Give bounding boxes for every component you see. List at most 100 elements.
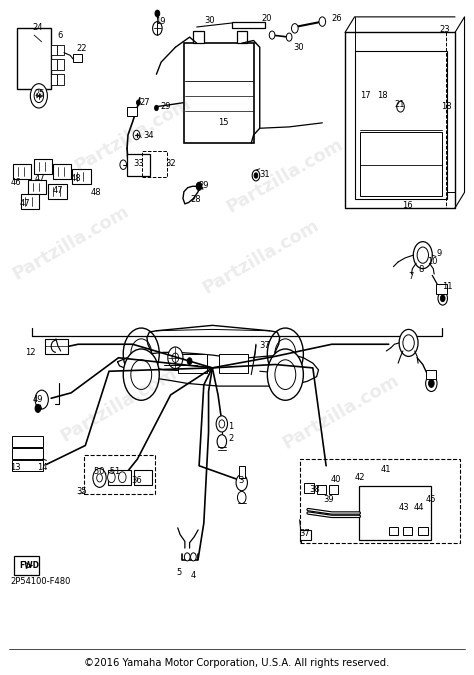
Circle shape	[275, 360, 296, 389]
Text: Partzilla.com: Partzilla.com	[199, 216, 322, 297]
Text: FWD: FWD	[19, 561, 39, 570]
Bar	[360, 132, 442, 196]
Circle shape	[413, 242, 432, 269]
Text: 22: 22	[77, 44, 87, 53]
Circle shape	[403, 335, 414, 351]
Text: 37: 37	[300, 529, 310, 538]
Circle shape	[286, 33, 292, 41]
Bar	[34, 159, 52, 174]
Text: 11: 11	[442, 282, 452, 292]
Circle shape	[397, 101, 404, 112]
Text: 47: 47	[34, 174, 45, 184]
Text: 42: 42	[355, 473, 365, 483]
Text: 15: 15	[218, 118, 228, 128]
Text: 43: 43	[399, 503, 410, 512]
Text: 8: 8	[418, 265, 423, 275]
Text: 18: 18	[377, 91, 387, 101]
Text: 44: 44	[413, 503, 424, 512]
Text: 30: 30	[204, 16, 214, 25]
Bar	[142, 151, 167, 177]
Circle shape	[191, 553, 196, 561]
Circle shape	[123, 349, 159, 400]
Circle shape	[269, 31, 275, 39]
Text: 37: 37	[260, 341, 271, 350]
Bar	[300, 530, 311, 540]
Text: 49: 49	[32, 395, 43, 404]
Text: 3: 3	[238, 476, 243, 485]
Circle shape	[155, 10, 160, 17]
Text: 38: 38	[309, 485, 320, 494]
Text: 1: 1	[228, 422, 234, 431]
Text: 24: 24	[32, 22, 43, 32]
Text: 20: 20	[262, 14, 272, 24]
Text: 26: 26	[332, 14, 342, 24]
Bar	[12, 448, 43, 459]
Bar	[73, 54, 82, 62]
Circle shape	[319, 17, 326, 26]
Bar	[57, 74, 64, 85]
Circle shape	[440, 295, 445, 302]
Bar	[355, 51, 447, 199]
Bar	[300, 459, 460, 543]
Bar	[418, 526, 428, 535]
Text: 30: 30	[293, 43, 303, 52]
Text: 19: 19	[155, 17, 166, 26]
Circle shape	[428, 379, 434, 387]
Text: 16: 16	[402, 201, 412, 211]
Circle shape	[236, 475, 247, 491]
Bar	[84, 455, 155, 494]
Text: 35: 35	[77, 487, 87, 496]
Text: 47: 47	[53, 186, 64, 195]
Circle shape	[237, 491, 246, 504]
Bar	[403, 526, 412, 535]
Text: 25: 25	[34, 88, 45, 98]
Text: 17: 17	[360, 91, 371, 101]
Bar	[12, 460, 43, 471]
Bar	[304, 483, 314, 493]
Text: 2P54100-F480: 2P54100-F480	[10, 577, 71, 587]
Circle shape	[252, 170, 260, 181]
Text: 27: 27	[140, 98, 150, 107]
Text: 39: 39	[323, 495, 334, 504]
Bar	[51, 45, 57, 55]
Text: Partzilla.com: Partzilla.com	[57, 364, 180, 446]
Circle shape	[275, 339, 296, 369]
Bar	[51, 74, 57, 85]
Text: 5: 5	[176, 568, 182, 577]
Circle shape	[187, 358, 192, 364]
Bar	[17, 28, 51, 89]
Circle shape	[131, 360, 152, 389]
Text: 12: 12	[25, 348, 35, 357]
Text: 23: 23	[440, 25, 450, 34]
Bar	[389, 526, 398, 535]
Circle shape	[93, 468, 106, 487]
Text: 29: 29	[160, 102, 171, 111]
Text: Partzilla.com: Partzilla.com	[9, 202, 133, 284]
Bar	[134, 470, 152, 485]
Text: 4: 4	[191, 570, 196, 580]
Bar	[51, 59, 57, 70]
Circle shape	[216, 416, 228, 432]
Circle shape	[35, 390, 48, 409]
Bar	[28, 180, 46, 194]
Circle shape	[267, 349, 303, 400]
Bar	[329, 485, 338, 494]
Bar	[72, 169, 91, 184]
Bar	[426, 370, 436, 379]
Circle shape	[131, 339, 152, 369]
Circle shape	[155, 105, 158, 111]
Bar	[239, 466, 245, 478]
Circle shape	[196, 182, 202, 190]
Circle shape	[267, 328, 303, 379]
Text: 29: 29	[198, 181, 209, 190]
Circle shape	[254, 173, 258, 178]
Circle shape	[417, 247, 428, 263]
Bar	[127, 107, 137, 116]
Text: 9: 9	[436, 248, 441, 258]
Text: 13: 13	[10, 462, 21, 472]
Bar	[237, 31, 247, 43]
Text: 40: 40	[331, 475, 341, 484]
Text: 48: 48	[91, 188, 101, 197]
Circle shape	[399, 329, 418, 356]
Text: Partzilla.com: Partzilla.com	[223, 135, 346, 216]
